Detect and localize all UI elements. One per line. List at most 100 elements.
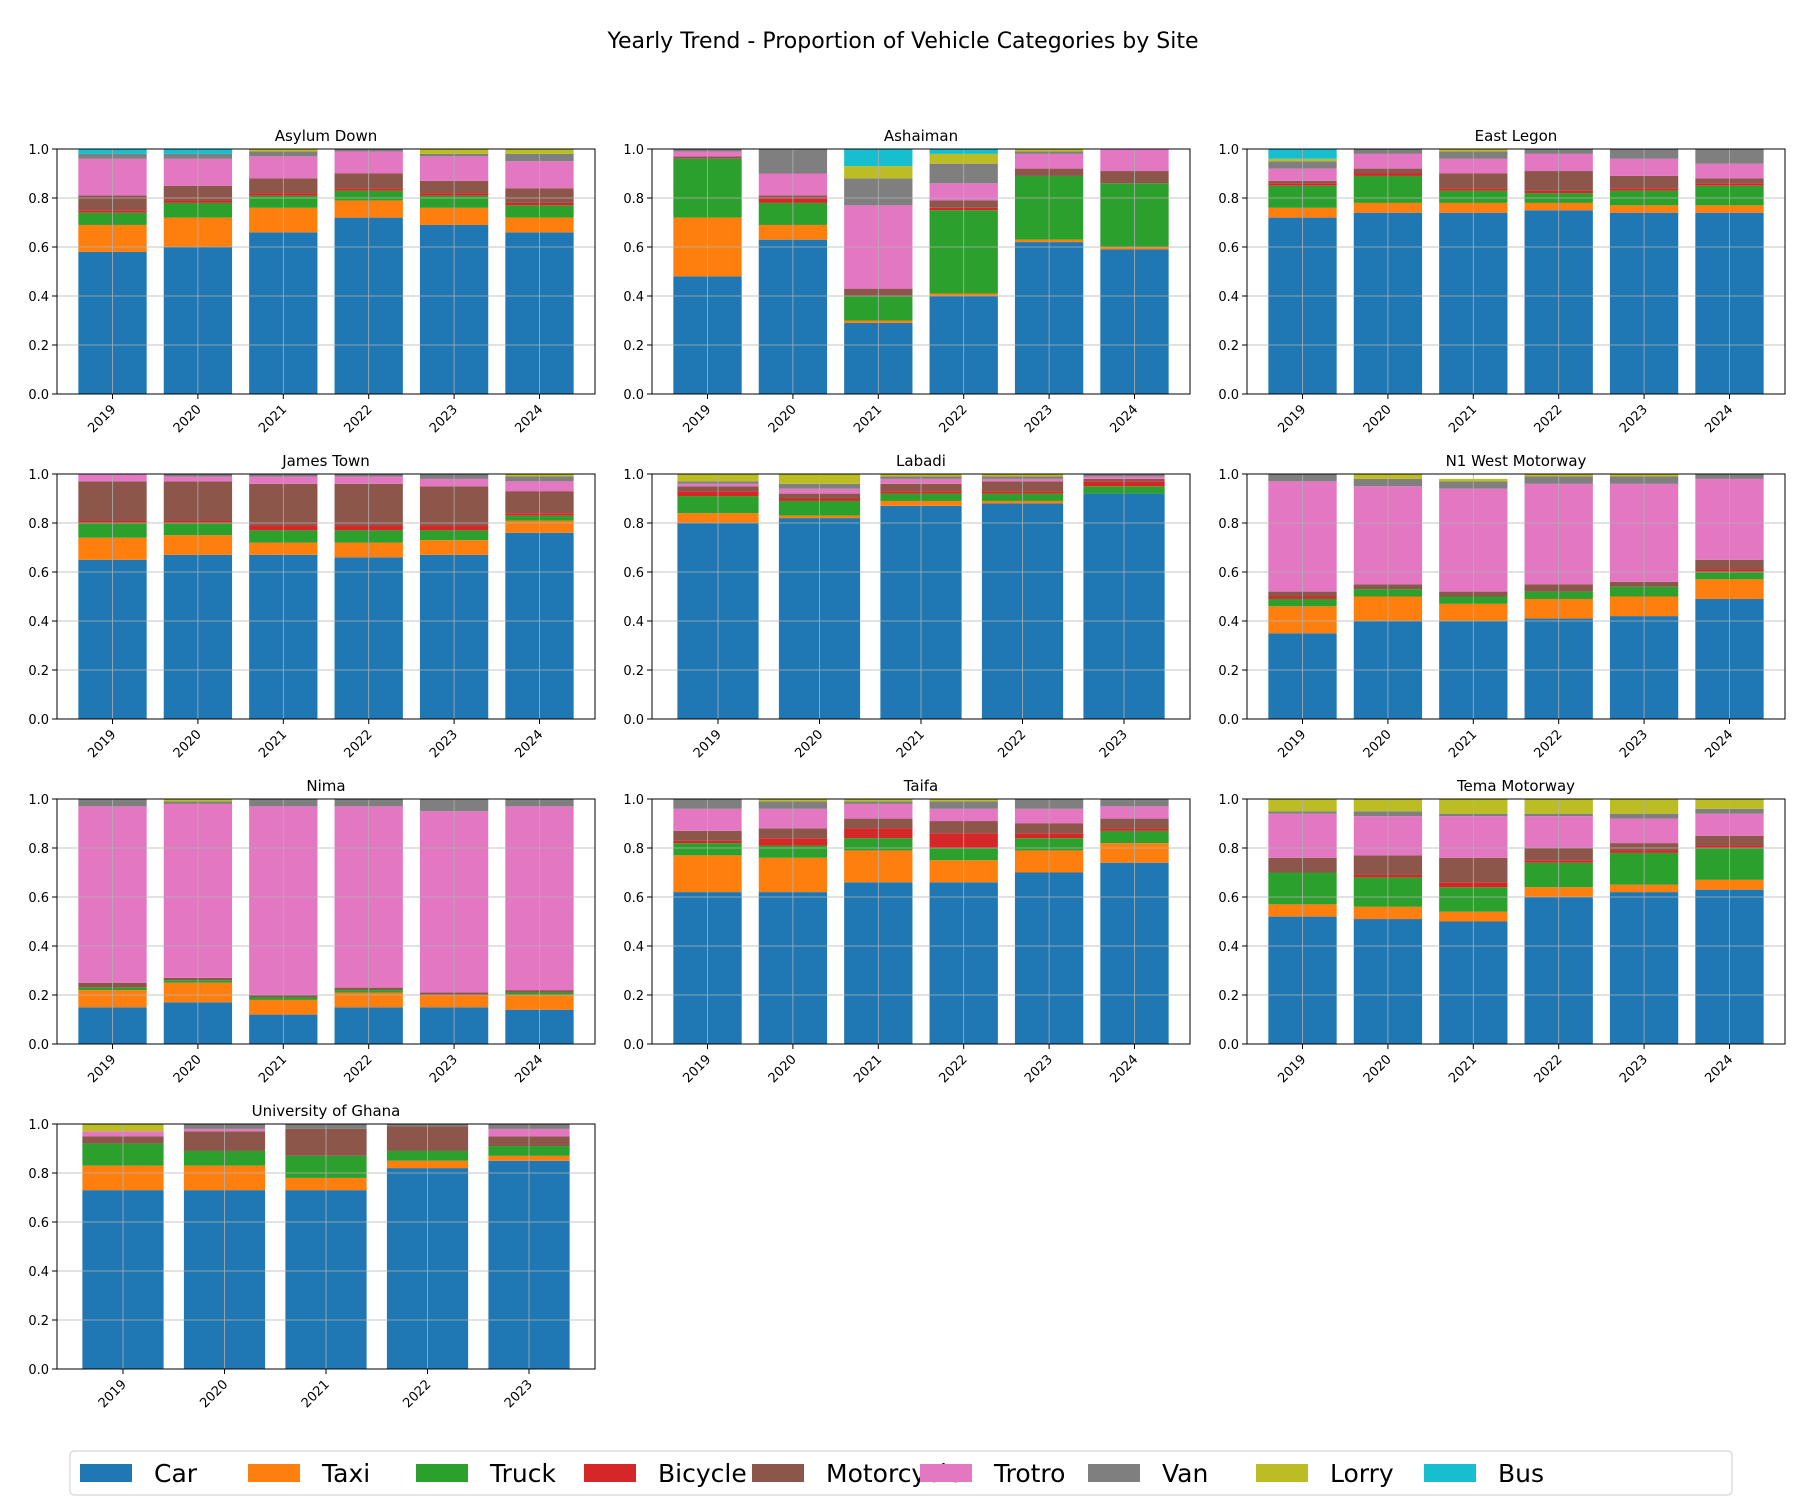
y-tick-label: 0.0 (1218, 388, 1239, 403)
y-tick-label: 0.6 (623, 891, 644, 906)
y-tick-label: 0.0 (28, 1363, 49, 1378)
y-tick-label: 1.0 (1218, 468, 1239, 483)
legend-swatch (584, 1464, 636, 1482)
y-tick-label: 0.8 (623, 842, 644, 857)
y-tick-label: 0.4 (623, 290, 644, 305)
legend-item-taxi: Taxi (248, 1459, 370, 1488)
subplot-title: Tema Motorway (1456, 777, 1575, 795)
legend-swatch (80, 1464, 132, 1482)
subplot-title: University of Ghana (252, 1102, 401, 1120)
y-tick-label: 1.0 (28, 468, 49, 483)
legend-label: Bus (1498, 1459, 1544, 1488)
legend-swatch (248, 1464, 300, 1482)
y-tick-label: 0.0 (1218, 1038, 1239, 1053)
y-tick-label: 0.4 (28, 615, 49, 630)
y-tick-label: 0.8 (623, 517, 644, 532)
axes-frame (1246, 798, 1786, 1045)
legend-label: Truck (489, 1459, 556, 1488)
axes-frame (651, 148, 1191, 395)
y-tick-label: 0.4 (623, 940, 644, 955)
y-tick-label: 0.6 (28, 566, 49, 581)
axes-frame (1246, 473, 1786, 720)
y-tick-label: 0.6 (623, 241, 644, 256)
y-tick-label: 0.0 (623, 388, 644, 403)
y-tick-label: 0.2 (623, 664, 644, 679)
y-tick-label: 1.0 (28, 143, 49, 158)
y-tick-label: 0.4 (28, 290, 49, 305)
legend: Car Taxi Truck Bicycle Motorcycle Trotro Van Lo… (69, 1450, 1733, 1496)
y-tick-label: 1.0 (623, 143, 644, 158)
legend-swatch (752, 1464, 804, 1482)
legend-swatch (416, 1464, 468, 1482)
axes-frame (56, 473, 596, 720)
subplot-title: N1 West Motorway (1446, 452, 1587, 470)
y-tick-label: 0.4 (28, 1265, 49, 1280)
y-tick-label: 0.0 (623, 713, 644, 728)
y-tick-label: 0.2 (28, 664, 49, 679)
y-tick-label: 0.2 (1218, 664, 1239, 679)
y-tick-label: 0.6 (1218, 241, 1239, 256)
y-tick-label: 0.0 (28, 1038, 49, 1053)
y-tick-label: 0.6 (1218, 566, 1239, 581)
subplot-title: East Legon (1475, 127, 1558, 145)
grid (57, 148, 595, 395)
legend-item-motorcycle: Motorcycle (752, 1459, 962, 1488)
y-tick-label: 0.8 (1218, 517, 1239, 532)
y-tick-label: 0.4 (623, 615, 644, 630)
legend-item-bicycle: Bicycle (584, 1459, 747, 1488)
legend-item-bus: Bus (1424, 1459, 1544, 1488)
legend-item-lorry: Lorry (1256, 1459, 1394, 1488)
legend-item-trotro: Trotro (920, 1459, 1065, 1488)
axes-frame (56, 148, 596, 395)
y-tick-label: 0.6 (28, 241, 49, 256)
y-tick-label: 0.8 (623, 192, 644, 207)
subplot-title: James Town (281, 452, 370, 470)
y-tick-label: 1.0 (1218, 793, 1239, 808)
y-tick-label: 0.8 (28, 517, 49, 532)
y-tick-label: 1.0 (28, 1118, 49, 1133)
y-tick-label: 0.2 (28, 1314, 49, 1329)
legend-swatch (920, 1464, 972, 1482)
legend-item-car: Car (80, 1459, 198, 1488)
y-tick-label: 0.0 (623, 1038, 644, 1053)
y-tick-label: 0.6 (1218, 891, 1239, 906)
y-tick-label: 0.2 (28, 339, 49, 354)
y-tick-label: 1.0 (623, 793, 644, 808)
y-tick-label: 0.4 (1218, 940, 1239, 955)
y-tick-label: 0.4 (28, 940, 49, 955)
y-tick-label: 0.6 (28, 1216, 49, 1231)
subplot-title: Ashaiman (884, 127, 958, 145)
legend-swatch (1256, 1464, 1308, 1482)
legend-item-van: Van (1088, 1459, 1208, 1488)
subplot-title: Nima (306, 777, 345, 795)
y-tick-label: 0.8 (28, 1167, 49, 1182)
legend-label: Trotro (993, 1459, 1065, 1488)
figure-title: Yearly Trend - Proportion of Vehicle Cat… (606, 29, 1198, 54)
y-tick-label: 0.8 (1218, 192, 1239, 207)
legend-label: Van (1162, 1459, 1208, 1488)
legend-label: Taxi (321, 1459, 370, 1488)
y-tick-label: 0.2 (623, 339, 644, 354)
y-tick-label: 0.2 (28, 989, 49, 1004)
y-tick-label: 0.8 (1218, 842, 1239, 857)
y-tick-label: 0.6 (623, 566, 644, 581)
y-tick-label: 0.4 (1218, 290, 1239, 305)
y-tick-label: 0.0 (28, 388, 49, 403)
legend-swatch (1088, 1464, 1140, 1482)
y-tick-label: 0.2 (1218, 989, 1239, 1004)
legend-swatch (1424, 1464, 1476, 1482)
y-tick-label: 0.2 (623, 989, 644, 1004)
y-tick-label: 0.6 (28, 891, 49, 906)
subplot-title: Labadi (896, 452, 946, 470)
axes-frame (1246, 148, 1786, 395)
y-tick-label: 0.0 (1218, 713, 1239, 728)
